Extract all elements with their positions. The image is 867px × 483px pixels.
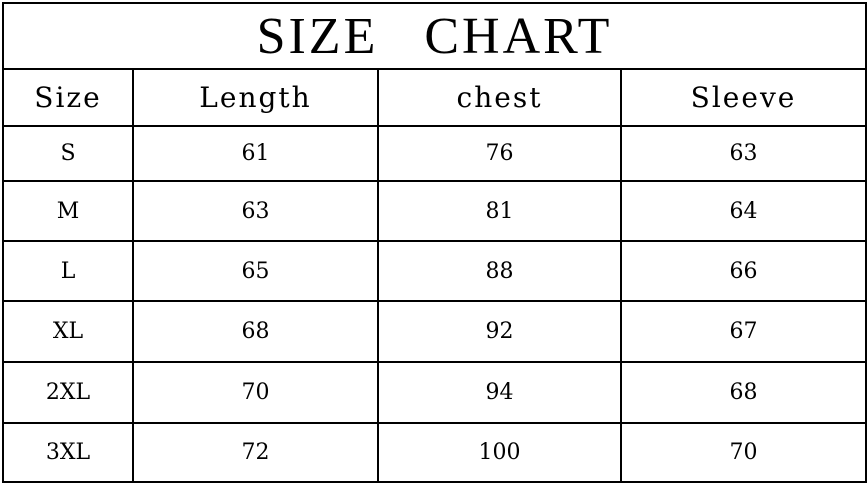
cell-length: 70 (132, 361, 379, 424)
cell-chest: 88 (377, 240, 622, 302)
table-row: L 65 88 66 (2, 240, 867, 302)
cell-chest: 76 (377, 125, 622, 182)
header-length: Length (132, 68, 379, 127)
table-row: M 63 81 64 (2, 180, 867, 242)
chart-title: SIZE CHART (1, 2, 867, 70)
header-chest: chest (377, 68, 622, 127)
cell-sleeve: 66 (619, 240, 867, 302)
cell-size: 3XL (2, 422, 134, 483)
table-row: 2XL 70 94 68 (2, 361, 867, 424)
cell-sleeve: 64 (619, 180, 867, 242)
cell-sleeve: 70 (619, 422, 867, 483)
cell-length: 63 (132, 180, 379, 242)
table-row: S 61 76 63 (2, 125, 867, 182)
title-row: SIZE CHART (1, 2, 867, 70)
table-row: 3XL 72 100 70 (2, 422, 867, 483)
cell-sleeve: 63 (619, 125, 867, 182)
cell-length: 65 (132, 240, 379, 302)
cell-length: 72 (132, 422, 379, 483)
cell-chest: 81 (377, 180, 622, 242)
cell-size: L (2, 240, 134, 302)
header-sleeve: Sleeve (619, 68, 867, 127)
cell-size: 2XL (2, 361, 134, 424)
table-row: XL 68 92 67 (2, 300, 867, 363)
cell-sleeve: 68 (619, 361, 867, 424)
cell-size: XL (2, 300, 134, 363)
cell-sleeve: 67 (619, 300, 867, 363)
cell-size: S (2, 125, 134, 182)
cell-length: 61 (132, 125, 379, 182)
cell-chest: 100 (377, 422, 622, 483)
header-row: Size Length chest Sleeve (2, 68, 867, 127)
cell-chest: 92 (377, 300, 622, 363)
cell-length: 68 (132, 300, 379, 363)
header-size: Size (2, 68, 134, 127)
cell-size: M (2, 180, 134, 242)
cell-chest: 94 (377, 361, 622, 424)
